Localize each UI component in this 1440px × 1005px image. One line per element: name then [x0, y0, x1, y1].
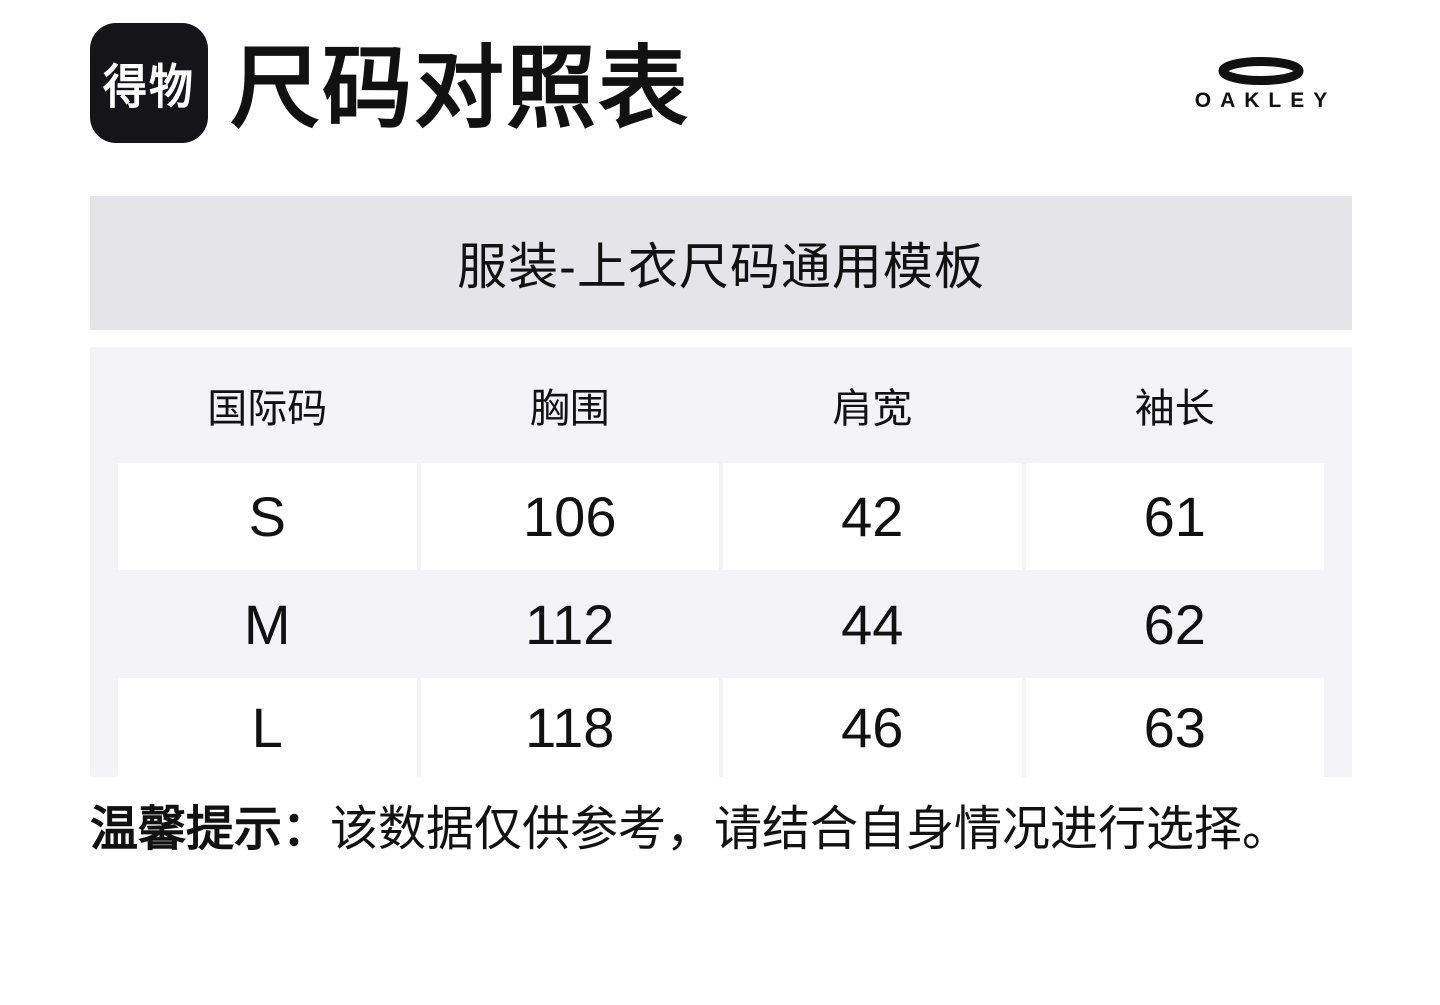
table-cell: 118	[420, 678, 719, 777]
table-cell: 46	[723, 678, 1022, 777]
table-cell: M	[243, 592, 291, 656]
table-header-row: 国际码 胸围 肩宽 袖长	[118, 347, 1324, 463]
table-cell: 112	[525, 592, 615, 656]
table-row-m: M 112 44 62	[118, 570, 1324, 678]
dewu-logo: 得物	[90, 23, 208, 143]
template-banner-title: 服装-上衣尺码通用模板	[457, 239, 985, 295]
table-cell: 62	[1143, 592, 1206, 656]
table-row-s: S 106 42 61	[118, 463, 1324, 570]
column-header: 袖长	[1134, 387, 1215, 431]
table-cell: 61	[1025, 463, 1324, 570]
footer-note-text: 该数据仅供参考，请结合自身情况进行选择。	[330, 803, 1291, 856]
oakley-brand-name: OAKLEY	[1194, 89, 1337, 112]
table-cell: S	[118, 463, 417, 570]
footer-note: 温馨提示：该数据仅供参考，请结合自身情况进行选择。	[90, 799, 1410, 861]
size-table: 国际码 胸围 肩宽 袖长 S 106 42 61 M 112 44 62 L 1…	[90, 347, 1352, 777]
column-header: 胸围	[529, 387, 610, 431]
table-cell: L	[118, 678, 417, 777]
page-title: 尺码对照表	[230, 39, 690, 139]
template-banner: 服装-上衣尺码通用模板	[90, 196, 1352, 330]
oakley-ellipse-icon	[1218, 57, 1304, 85]
oakley-logo: OAKLEY	[1178, 56, 1344, 113]
dewu-logo-text: 得物	[103, 61, 195, 115]
footer-note-label: 温馨提示：	[90, 803, 331, 856]
table-cell: 63	[1025, 678, 1324, 777]
column-header: 国际码	[207, 387, 328, 431]
table-row-l: L 118 46 63	[118, 678, 1324, 777]
column-header: 肩宽	[832, 387, 913, 431]
table-cell: 44	[841, 592, 904, 656]
table-cell: 106	[420, 463, 719, 570]
table-cell: 42	[723, 463, 1022, 570]
